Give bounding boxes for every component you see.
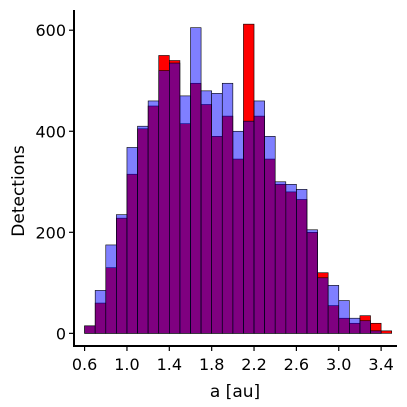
- histogram-bar-series-2: [137, 125, 149, 334]
- x-tick-label: 0.6: [72, 355, 97, 374]
- x-axis-title: a [au]: [210, 382, 260, 402]
- y-tick-label: 400: [35, 122, 66, 141]
- x-tick-label: 1.0: [114, 355, 139, 374]
- x-tick-label: 2.6: [284, 355, 309, 374]
- bars-layer: [84, 23, 393, 334]
- histogram-bar-series-2: [94, 290, 107, 334]
- histogram-bar-series-2: [317, 277, 329, 334]
- histogram-bar-series-2: [285, 184, 297, 334]
- histogram-bar-series-2: [221, 82, 234, 334]
- histogram-bar-series-2: [349, 317, 361, 334]
- x-tick-label: 1.8: [199, 355, 224, 374]
- y-tick-label: 600: [35, 21, 66, 40]
- x-tick-label: 3.4: [368, 355, 393, 374]
- histogram-bar-series-2: [158, 70, 170, 334]
- histogram-bar-series-2: [359, 320, 371, 334]
- histogram-bar-series-2: [296, 189, 308, 334]
- axes-layer: 0.6 1.0 1.4 1.8 2.2 2.6 3.0 3.4 0 200 400 600: [35, 10, 397, 374]
- y-tick-label: 0: [56, 324, 66, 343]
- histogram-bar-series-2: [253, 100, 265, 334]
- histogram-bar-series-2: [116, 214, 128, 334]
- histogram-bar-series-2: [306, 229, 318, 334]
- histogram-bar-series-2: [84, 325, 96, 334]
- histogram-bar-series-2: [105, 244, 117, 334]
- histogram-bar-series-2: [211, 93, 223, 334]
- histogram-bar-series-2: [169, 62, 181, 334]
- histogram-bar-series-2: [232, 130, 244, 334]
- histogram-bar-series-2: [338, 300, 350, 334]
- histogram-bar-series-2: [190, 27, 202, 334]
- histogram-bar-series-2: [327, 285, 340, 334]
- y-axis-title: Detections: [9, 145, 29, 237]
- histogram-bar-series-2: [264, 136, 276, 334]
- histogram-bar-series-2: [200, 90, 212, 334]
- x-tick-label: 3.0: [326, 355, 351, 374]
- y-tick-label: 200: [35, 223, 66, 242]
- histogram-bar-series-2: [179, 95, 191, 334]
- x-tick-label: 1.4: [157, 355, 182, 374]
- histogram-bar-series-2: [147, 100, 160, 334]
- histogram-bar-series-2: [126, 147, 138, 334]
- histogram-bar-series-1: [380, 330, 393, 334]
- histogram-bar-series-2: [274, 181, 287, 334]
- histogram-bar-series-2: [370, 330, 382, 334]
- histogram-bar-series-2: [243, 120, 255, 334]
- x-tick-label: 2.2: [241, 355, 266, 374]
